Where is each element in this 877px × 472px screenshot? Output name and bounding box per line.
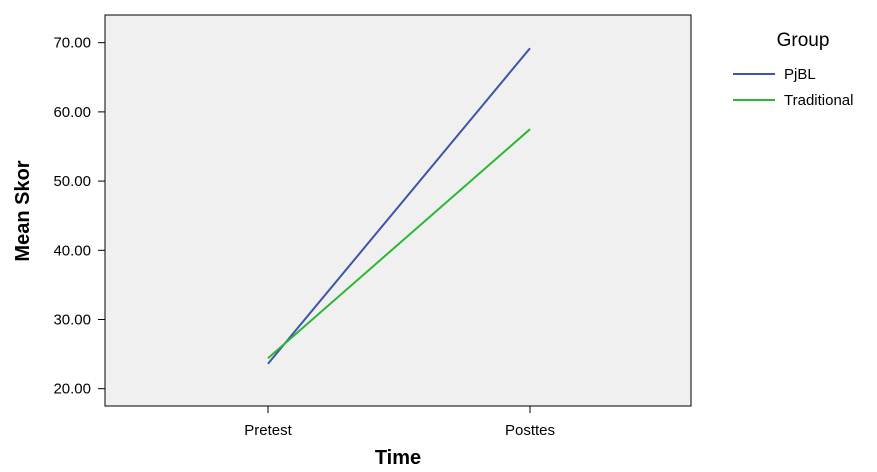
y-tick-label: 40.00 (53, 242, 91, 259)
legend-label-traditional: Traditional (784, 92, 853, 109)
y-axis-title: Mean Skor (12, 160, 34, 261)
y-tick-label: 70.00 (53, 35, 91, 52)
y-tick-label: 60.00 (53, 104, 91, 121)
x-axis-title: Time (375, 447, 421, 469)
series-line-pjbl (267, 47, 531, 365)
legend-title: Group (777, 30, 830, 51)
series-lines (267, 47, 531, 365)
y-tick-label: 50.00 (53, 173, 91, 190)
y-tick-label: 20.00 (53, 381, 91, 398)
plot-area (105, 15, 691, 406)
legend-label-pjbl: PjBL (784, 66, 816, 83)
legend: Group PjBL Traditional (733, 30, 853, 109)
y-tick-label: 30.00 (53, 311, 91, 328)
x-tick-label: Pretest (244, 422, 292, 439)
plot-frame (104, 14, 692, 407)
series-line-traditional (267, 128, 531, 360)
y-axis: 20.00 30.00 40.00 50.00 60.00 70.00 (53, 35, 105, 398)
x-tick-label: Posttes (505, 422, 555, 439)
x-axis: Pretest Posttes (244, 406, 555, 439)
